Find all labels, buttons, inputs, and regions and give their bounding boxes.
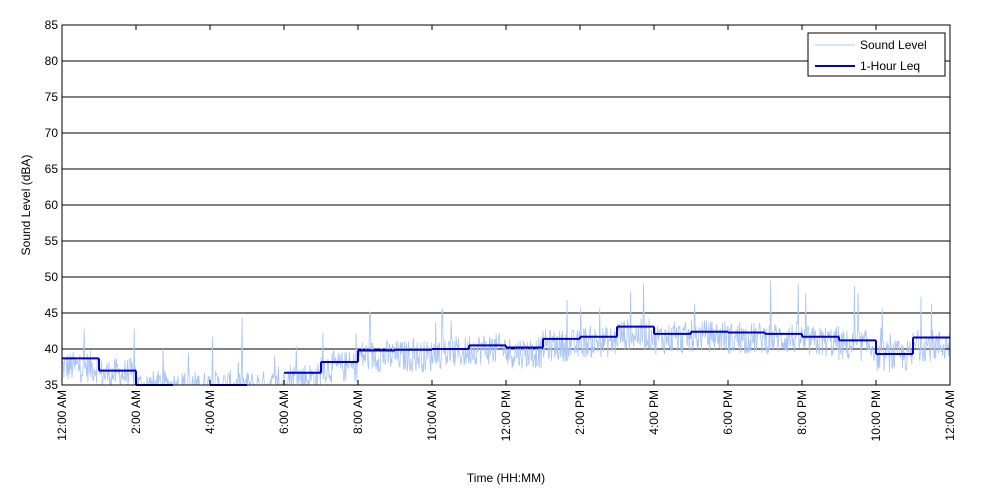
x-tick-label: 2:00 AM <box>129 390 143 434</box>
grid-lines <box>62 60 950 350</box>
y-tick-label: 75 <box>45 90 59 104</box>
x-tick-label: 12:00 AM <box>55 390 69 441</box>
legend-box <box>807 32 946 77</box>
x-axis-title: Time (HH:MM) <box>467 471 545 485</box>
legend: Sound Level 1-Hour Leq <box>807 32 946 77</box>
y-tick-label: 45 <box>45 306 59 320</box>
x-tick-label: 2:00 PM <box>573 390 587 435</box>
y-axis-title: Sound Level (dBA) <box>19 155 33 256</box>
y-tick-label: 70 <box>45 126 59 140</box>
y-tick-label: 35 <box>45 378 59 392</box>
y-tick-label: 40 <box>45 342 59 356</box>
legend-label-1-hour-leq: 1-Hour Leq <box>860 59 920 73</box>
sound-level-line <box>61 280 951 387</box>
x-tick-label: 10:00 PM <box>869 390 883 441</box>
x-tick-label: 6:00 PM <box>721 390 735 435</box>
y-tick-label: 50 <box>45 270 59 284</box>
y-tick-label: 65 <box>45 162 59 176</box>
y-tick-label: 60 <box>45 198 59 212</box>
x-tick-label: 12:00 AM <box>943 390 957 441</box>
legend-label-sound-level: Sound Level <box>860 38 927 52</box>
x-tick-label: 10:00 AM <box>425 390 439 441</box>
x-axis: 12:00 AM 2:00 AM 4:00 AM 6:00 AM 8:00 AM 10:0… <box>55 25 957 441</box>
y-tick-label: 80 <box>45 54 59 68</box>
x-tick-label: 8:00 PM <box>795 390 809 435</box>
y-tick-label: 55 <box>45 234 59 248</box>
x-tick-label: 12:00 PM <box>499 390 513 441</box>
x-tick-label: 4:00 AM <box>203 390 217 434</box>
series-sound-level <box>61 280 951 387</box>
x-tick-label: 4:00 PM <box>647 390 661 435</box>
x-tick-label: 6:00 AM <box>277 390 291 434</box>
y-tick-label: 85 <box>45 18 59 32</box>
x-tick-label: 8:00 AM <box>351 390 365 434</box>
y-axis: 35 40 45 50 55 60 65 70 75 80 85 <box>45 18 950 392</box>
